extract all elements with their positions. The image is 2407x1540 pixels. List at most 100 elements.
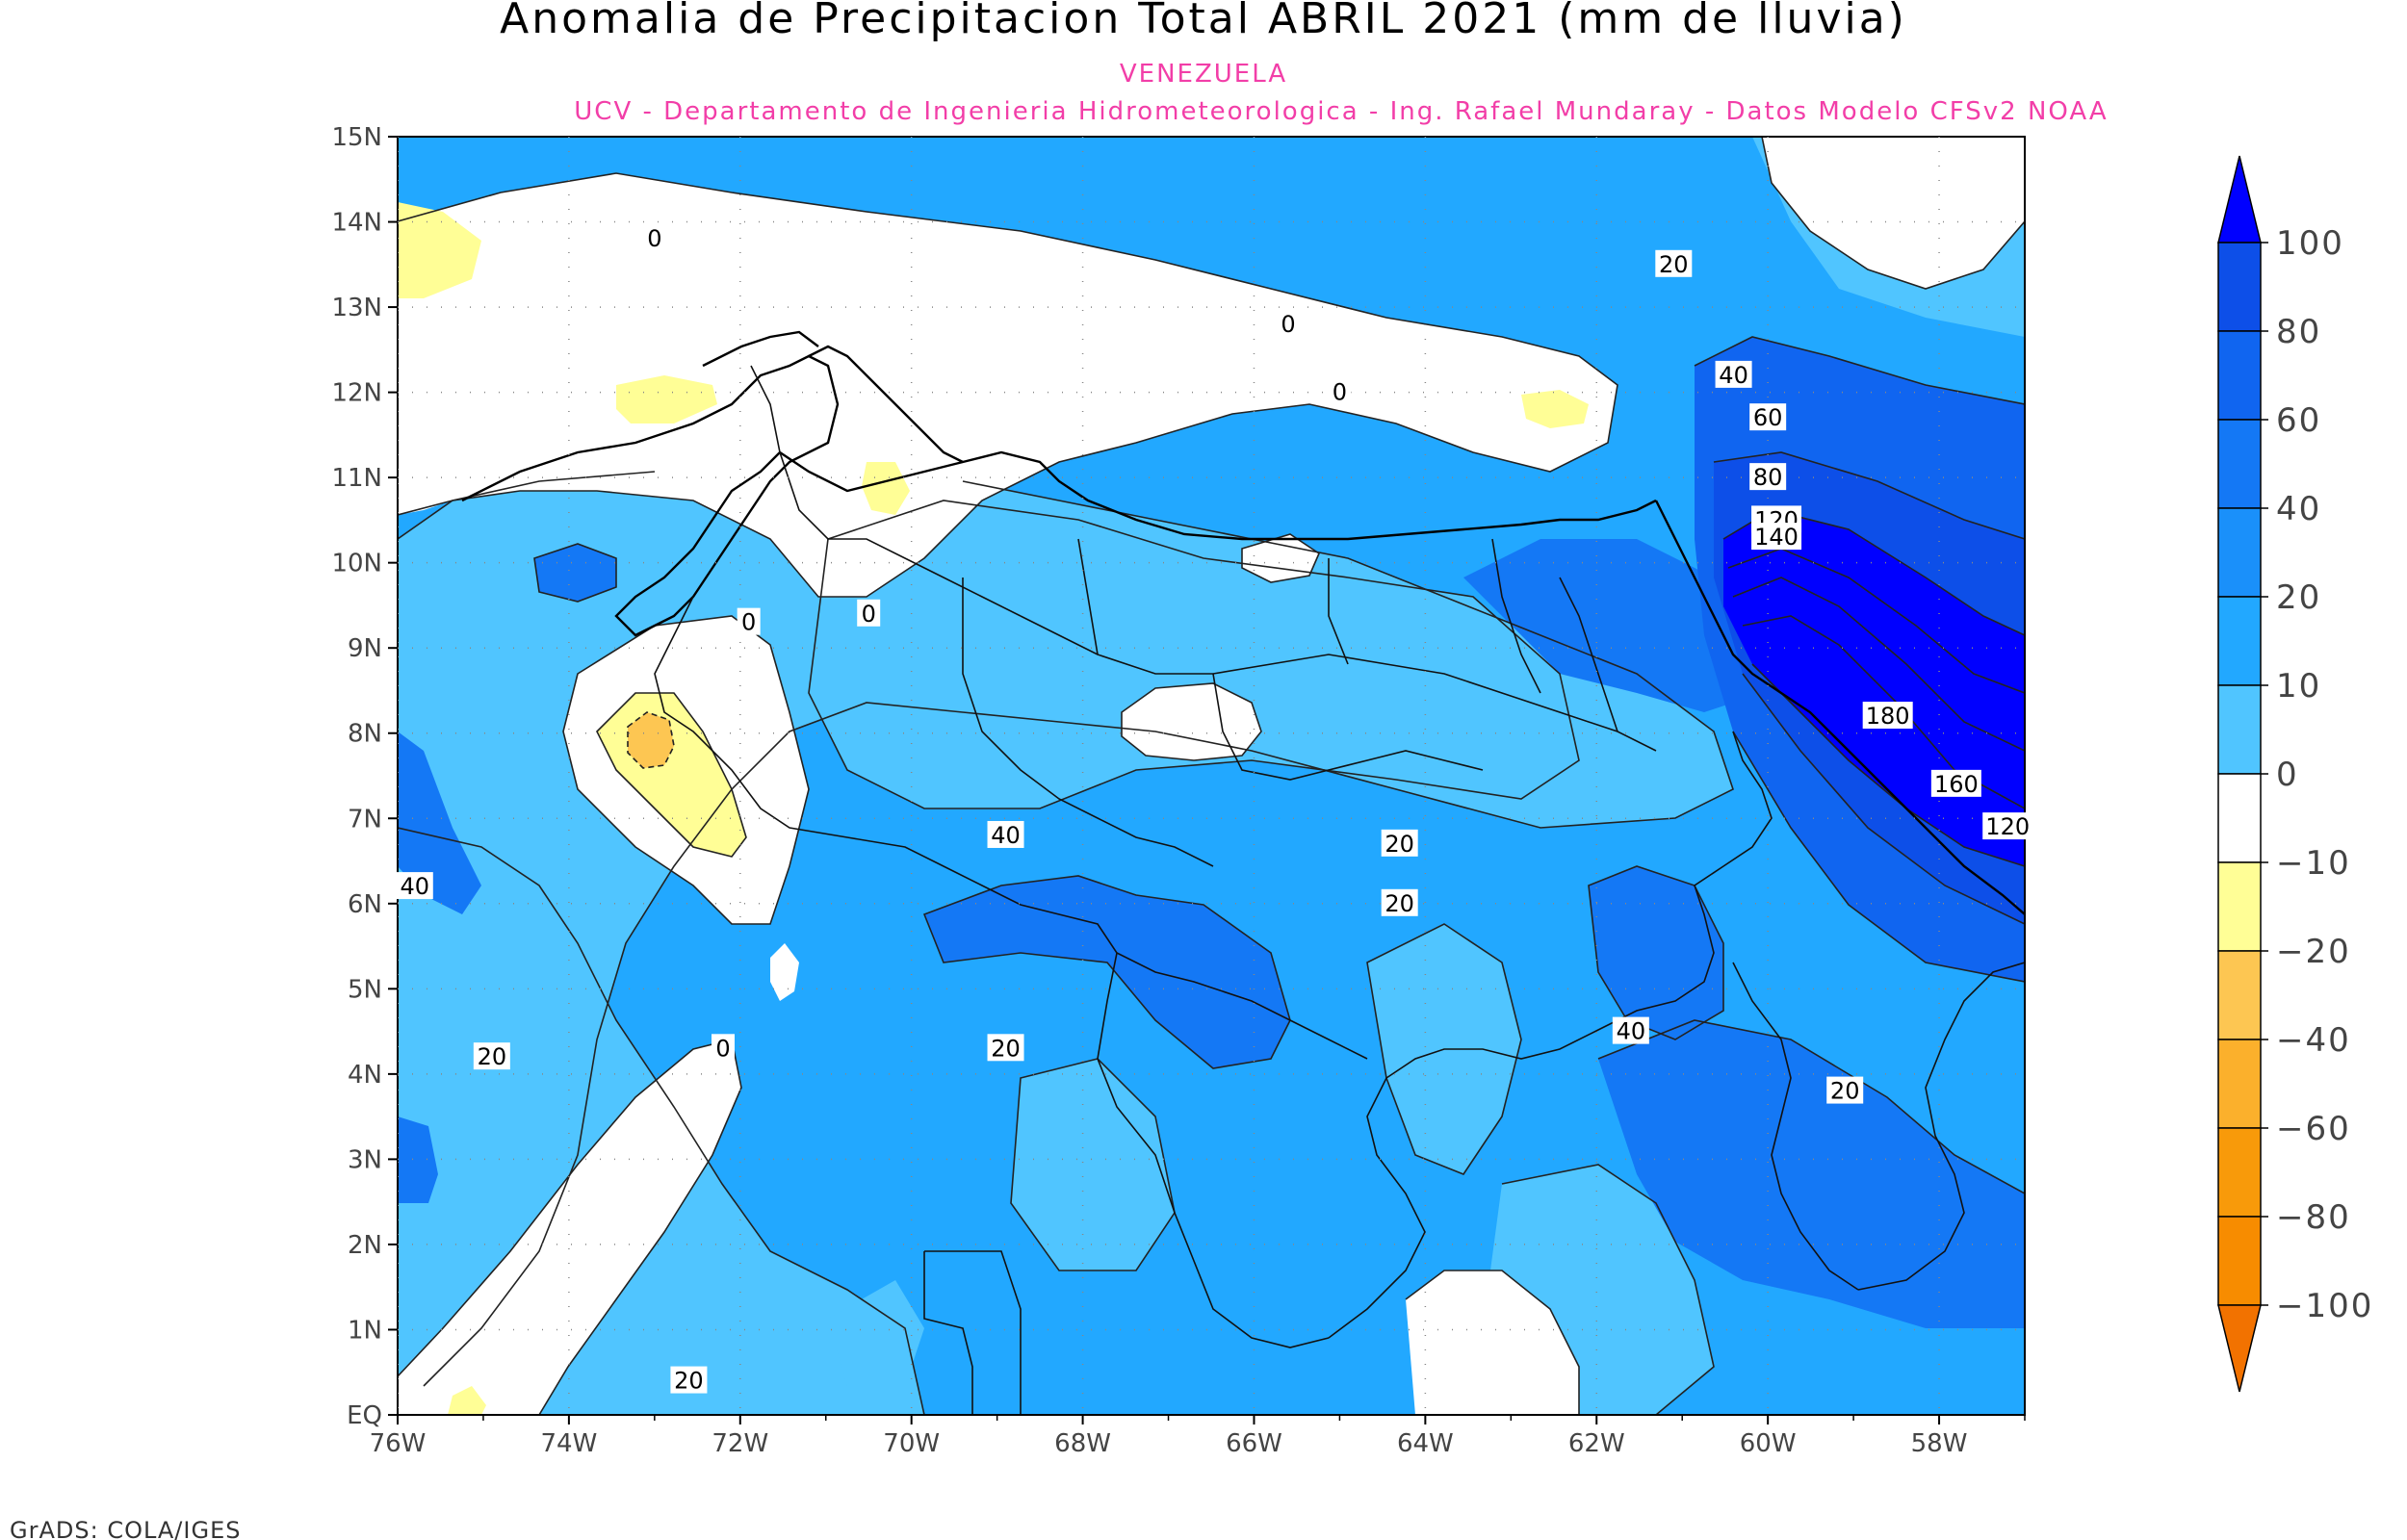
colorbar-label: −10: [2276, 844, 2351, 883]
contour-label-box: [1328, 377, 1352, 405]
field-40-center: [924, 876, 1290, 1068]
field-white-north-band: [398, 173, 1618, 597]
contour-label: 0: [1333, 379, 1347, 406]
lon-tick-label: 76W: [370, 1429, 427, 1458]
colorbar-segment: [2217, 507, 2262, 598]
contour-label-box: [670, 1366, 708, 1394]
contour-label-box: [1862, 702, 1913, 730]
colorbar-top-arrow: [2217, 155, 2262, 244]
lon-tick-label: 66W: [1226, 1429, 1282, 1458]
colorbar-label: 100: [2276, 224, 2344, 263]
colorbar-segment: [2217, 773, 2262, 863]
field-white-island: [770, 943, 799, 1001]
lat-tick-label: 8N: [348, 720, 382, 749]
contour-label-box: [1655, 249, 1693, 277]
lat-tick-label: 4N: [348, 1061, 382, 1090]
contour-label-box: [1715, 360, 1752, 388]
lat-tick-label: 6N: [348, 890, 382, 919]
contour-label: 40: [401, 873, 430, 900]
contour-label-box: [987, 820, 1024, 848]
coastlines: [461, 330, 2025, 915]
country-borders: [654, 365, 2025, 1415]
lat-tick-label: 10N: [331, 550, 382, 578]
colorbar-segment: [2217, 684, 2262, 775]
lat-tick-label: 9N: [348, 634, 382, 663]
latitude-axis: 15N 14N 13N 12N 11N 10N 9N 8N 7N 6N 5N 4N 3N 2N 1N EQ: [331, 123, 398, 1430]
contour-label-box: [1826, 1076, 1864, 1104]
field-40-west-b: [398, 544, 616, 1203]
field-40-southeast: [1598, 1020, 2025, 1328]
lat-tick-label: 15N: [331, 123, 382, 152]
contour-label: 120: [1985, 813, 2030, 840]
contour-label-box: [396, 872, 433, 900]
contour-label: 20: [478, 1043, 507, 1070]
colorbar-label: −60: [2276, 1110, 2351, 1148]
colorbar-label: −20: [2276, 933, 2351, 971]
lon-tick-label: 74W: [540, 1429, 597, 1458]
field-white-southwest: [398, 1040, 741, 1415]
contour-label-box: [1381, 888, 1418, 916]
contour-label: 60: [1753, 404, 1783, 431]
colorbar-segment: [2217, 419, 2262, 509]
contour-label: 160: [1934, 771, 1979, 798]
colorbar-label: 80: [2276, 313, 2321, 351]
footer-credit: GrADS: COLA/IGES: [10, 1517, 241, 1540]
colorbar-segment: [2217, 242, 2262, 332]
colorbar-label: −80: [2276, 1198, 2351, 1237]
colorbar-segment: [2217, 596, 2262, 686]
lon-tick-label: 60W: [1740, 1429, 1797, 1458]
colorbar-segment: [2217, 1216, 2262, 1306]
contour-label: 20: [1659, 251, 1689, 278]
contour-label: 0: [715, 1035, 730, 1062]
contour-label: 40: [1617, 1018, 1646, 1045]
contour-label: 40: [991, 822, 1021, 849]
field-white-south: [1406, 1270, 1579, 1415]
longitude-axis: 76W 74W 72W 70W 68W 66W 64W 62W 60W 58W: [370, 1415, 2026, 1458]
contour-label-box: [1381, 829, 1418, 857]
colorbar-label: 10: [2276, 667, 2321, 706]
contour-label: 20: [674, 1368, 704, 1395]
colorbar-segment: [2217, 1127, 2262, 1218]
lon-tick-label: 64W: [1397, 1429, 1454, 1458]
contour-label: 0: [741, 609, 756, 636]
lat-tick-label: EQ: [347, 1401, 382, 1430]
contour-negative: [627, 711, 675, 769]
field-light-center: [809, 500, 1579, 808]
field-40-west-a: [398, 732, 481, 914]
lat-tick-label: 13N: [331, 294, 382, 322]
contour-label: 20: [1385, 831, 1414, 858]
contour-label: 180: [1866, 703, 1910, 730]
contour-lines: [398, 137, 2025, 1415]
colorbar-label: 60: [2276, 401, 2321, 440]
lon-tick-label: 68W: [1054, 1429, 1111, 1458]
field-white-northeast: [1762, 137, 2025, 289]
contour-label: 40: [1719, 362, 1748, 389]
lon-tick-label: 72W: [712, 1429, 768, 1458]
contour-label: 80: [1753, 464, 1783, 491]
colorbar-segment: [2217, 861, 2262, 952]
region-subtitle: VENEZUELA: [1120, 60, 1287, 89]
colorbar-label: 0: [2276, 756, 2299, 794]
field-orange-west: [628, 712, 674, 768]
field-40-north-east: [1463, 539, 1762, 712]
contour-label-box: [712, 1034, 735, 1062]
contour-label: 20: [1830, 1078, 1860, 1105]
lon-tick-label: 62W: [1568, 1429, 1625, 1458]
contour-label-box: [473, 1042, 510, 1070]
contour-label-box: [1612, 1016, 1649, 1044]
colorbar-bottom-arrow: [2217, 1304, 2262, 1393]
lon-tick-label: 70W: [883, 1429, 940, 1458]
colorbar-label: 20: [2276, 578, 2321, 617]
contour-label: 140: [1754, 524, 1799, 551]
contour-label-box: [1277, 309, 1301, 337]
contour-label: 20: [1385, 890, 1414, 917]
contour-label-box: [1749, 403, 1787, 431]
contour-label: 0: [647, 225, 661, 252]
contour-label-box: [1930, 769, 1981, 797]
credit-subtitle: UCV - Departamento de Ingenieria Hidrome…: [574, 97, 2108, 126]
colorbar-label: −100: [2276, 1287, 2373, 1325]
contour-label: 0: [862, 601, 876, 628]
map-panel: [398, 137, 2025, 1415]
